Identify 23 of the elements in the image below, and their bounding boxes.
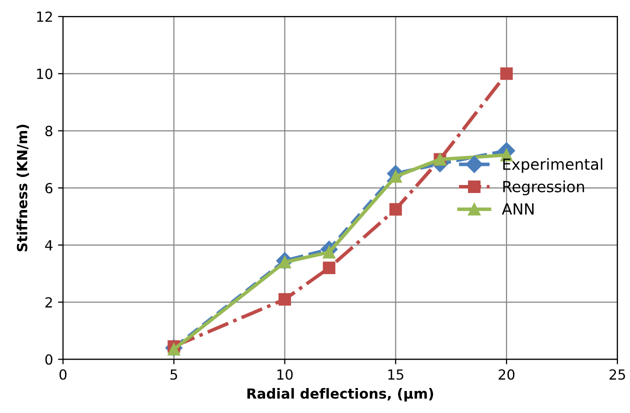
y-tick-label: 4 bbox=[45, 240, 52, 250]
point bbox=[500, 67, 513, 80]
legend-label: Experimental bbox=[503, 158, 602, 173]
y-tick-label: 12 bbox=[37, 11, 52, 22]
point bbox=[322, 262, 336, 274]
point bbox=[389, 203, 402, 216]
x-tick-label: 5 bbox=[170, 369, 178, 380]
x-tick-label: 20 bbox=[498, 369, 514, 380]
x-tick-label: 25 bbox=[610, 369, 626, 380]
point bbox=[389, 170, 402, 183]
x-tick-label: 10 bbox=[277, 369, 293, 380]
y-tick-label: 6 bbox=[45, 182, 52, 194]
y-tick-label: 8 bbox=[45, 126, 52, 136]
y-tick-label: 10 bbox=[37, 68, 52, 80]
legend-label: ANN bbox=[502, 203, 534, 215]
legend-label: Regression bbox=[503, 180, 584, 196]
y-axis-title: Stiffness (KN/m) bbox=[16, 124, 29, 252]
x-tick-label: 15 bbox=[388, 369, 404, 380]
y-tick-label: 0 bbox=[45, 354, 52, 365]
point bbox=[278, 293, 292, 306]
y-tick-label: 2 bbox=[45, 297, 52, 308]
x-tick-label: 0 bbox=[59, 369, 66, 380]
x-axis-title: Radial deflections, (μm) bbox=[247, 388, 434, 402]
